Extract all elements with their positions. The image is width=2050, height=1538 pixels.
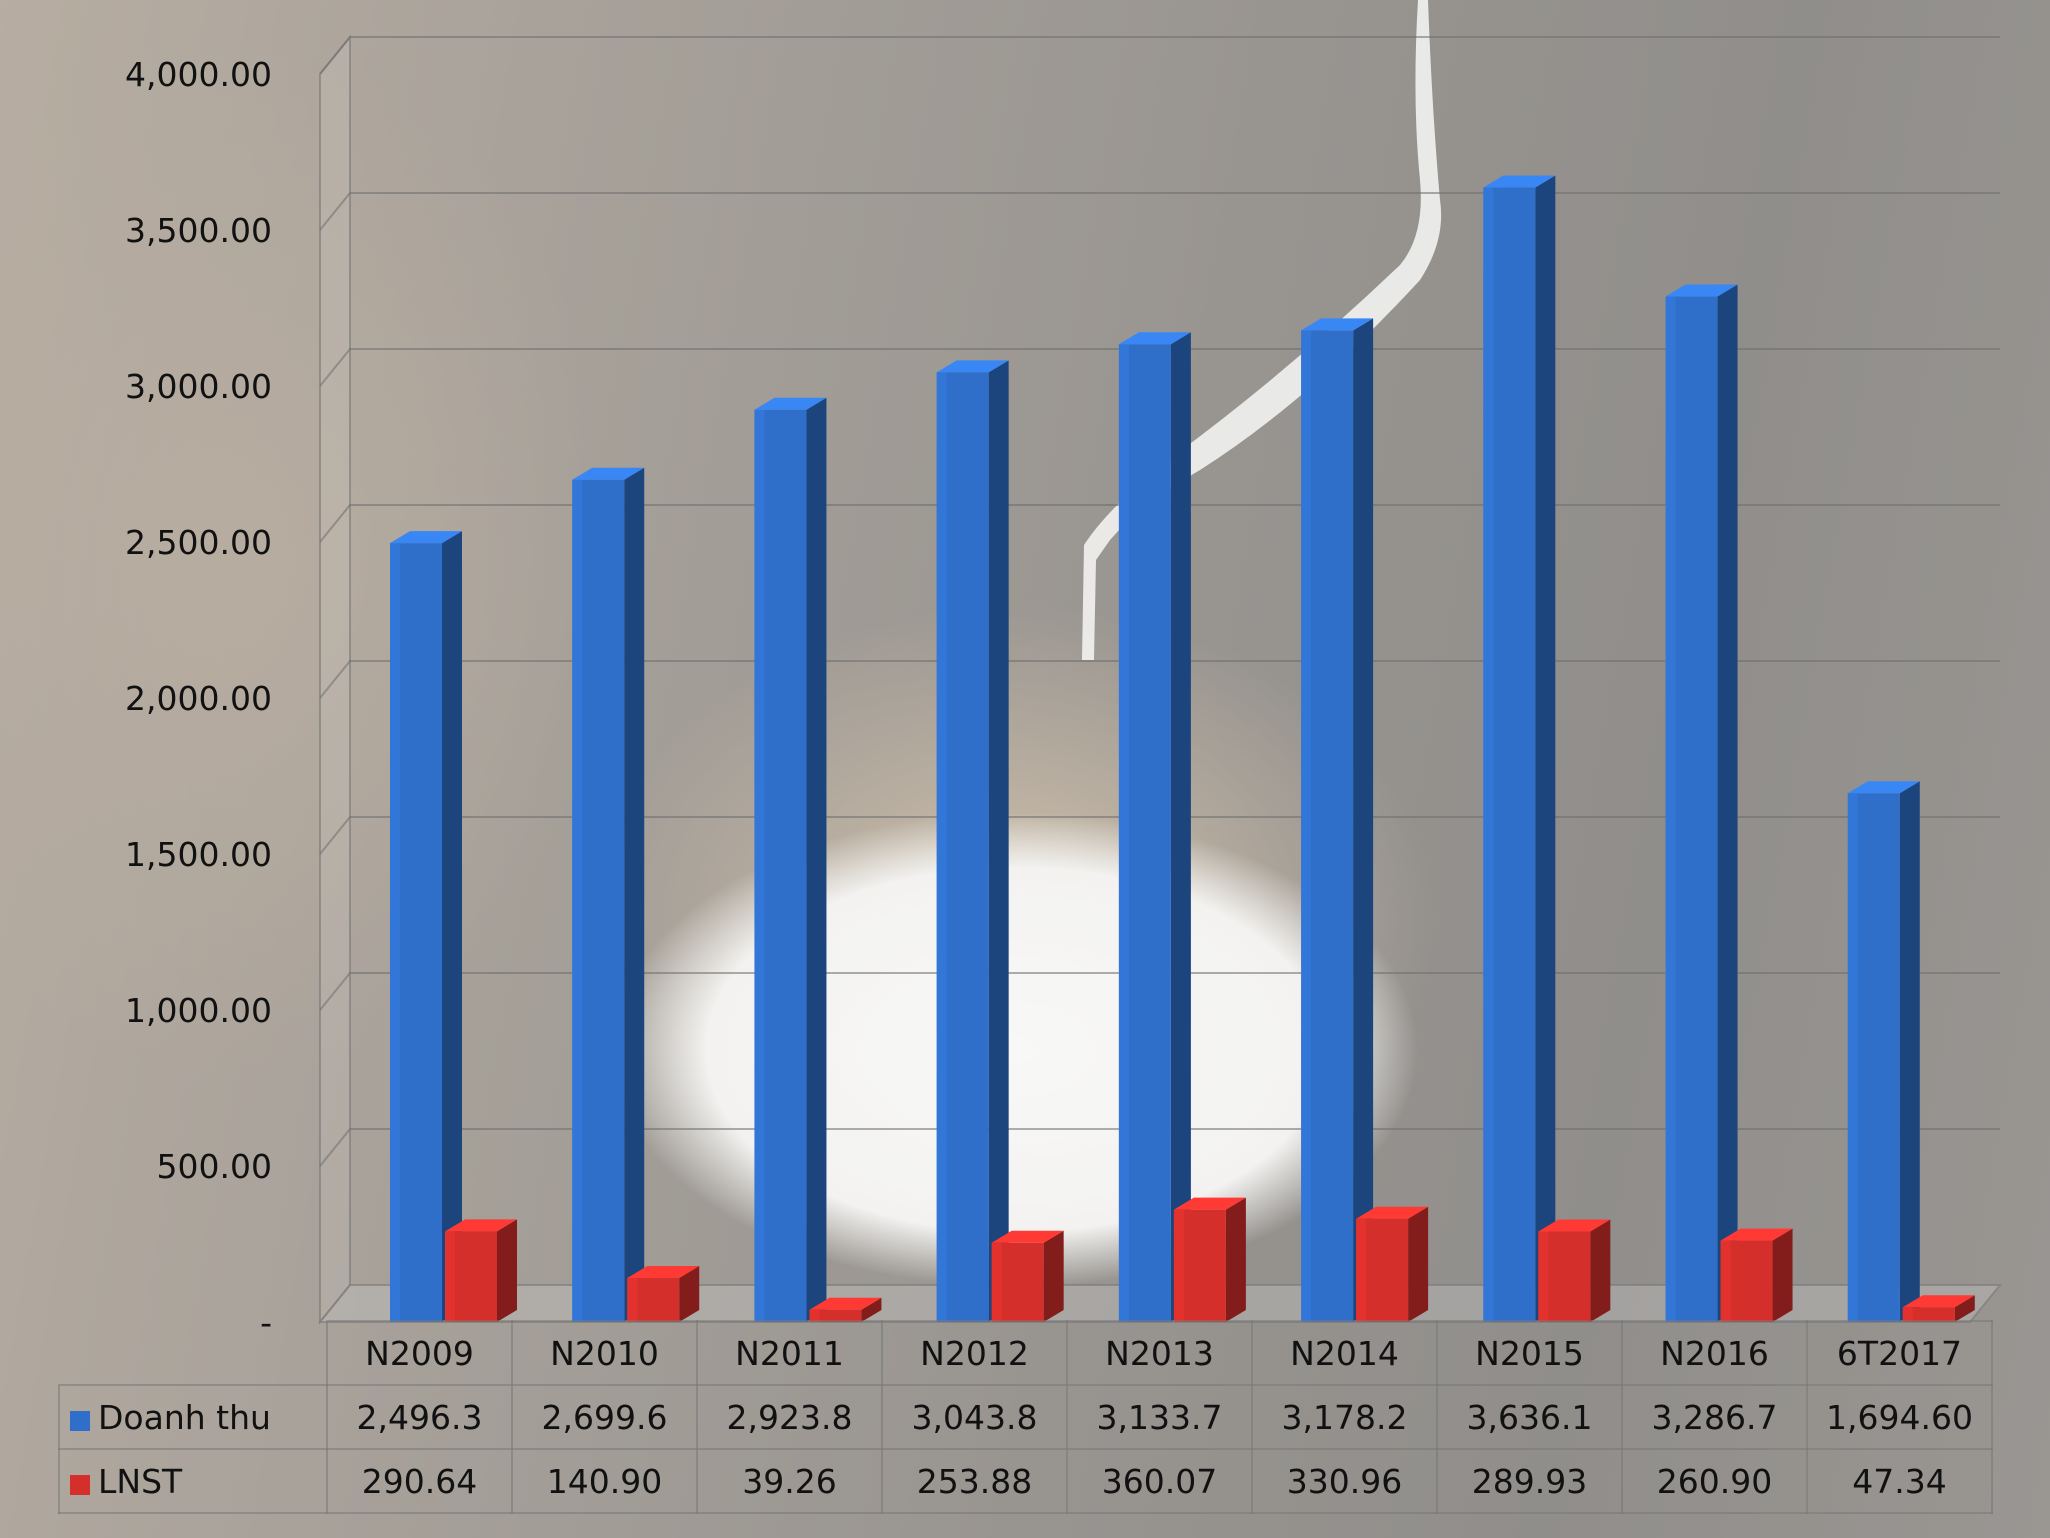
bar-doanh-thu [390, 531, 462, 1322]
category-row: N2009 N2010 N2011 N2012 N2013 N2014 N201… [59, 1320, 1993, 1386]
y-tick-label: 2,500.00 [125, 523, 272, 562]
legend-swatch [70, 1474, 90, 1495]
data-cell: 330.96 [1251, 1448, 1438, 1514]
data-cell: 3,636.1 [1436, 1384, 1623, 1450]
gridline [319, 36, 2000, 75]
bar-lnst [1173, 1197, 1246, 1322]
bar-doanh-thu [754, 397, 827, 1322]
data-cell: 260.90 [1621, 1448, 1808, 1514]
y-tick-label: 3,000.00 [125, 367, 272, 406]
data-cell: 2,923.8 [696, 1384, 883, 1450]
data-cell: 3,133.7 [1066, 1384, 1253, 1450]
bar-lnst [809, 1297, 882, 1322]
data-cell: 289.93 [1436, 1448, 1623, 1514]
data-cell: 253.88 [881, 1448, 1068, 1514]
series-name: Doanh thu [98, 1397, 271, 1437]
table-corner [59, 1321, 328, 1386]
data-cell: 3,043.8 [881, 1384, 1068, 1450]
bar-lnst [1538, 1219, 1611, 1322]
category-label: N2014 [1251, 1320, 1438, 1386]
data-cell: 360.07 [1066, 1448, 1253, 1514]
category-label: N2009 [326, 1320, 513, 1386]
category-label: N2013 [1066, 1320, 1253, 1386]
bar-doanh-thu [1483, 175, 1556, 1322]
data-cell: 290.64 [326, 1448, 513, 1514]
bar-doanh-thu [1118, 332, 1191, 1322]
legend-entry-doanh-thu: Doanh thu [58, 1384, 328, 1450]
bar-doanh-thu [572, 467, 645, 1322]
gridline [319, 504, 2000, 543]
bar-lnst [1902, 1295, 1975, 1322]
series-row-lnst: LNST 290.64 140.90 39.26 253.88 360.07 3… [58, 1448, 1993, 1514]
gridline [319, 660, 2000, 699]
data-table: N2009 N2010 N2011 N2012 N2013 N2014 N201… [58, 1320, 1993, 1514]
category-label: N2011 [696, 1320, 883, 1386]
bar-doanh-thu [1847, 781, 1920, 1322]
category-label: N2012 [881, 1320, 1068, 1386]
y-tick-label: 1,000.00 [125, 991, 272, 1030]
category-label: N2015 [1436, 1320, 1623, 1386]
data-cell: 3,178.2 [1251, 1384, 1438, 1450]
data-cell: 2,496.3 [326, 1384, 513, 1450]
y-tick-label: 2,000.00 [125, 679, 272, 718]
data-cell: 3,286.7 [1621, 1384, 1808, 1450]
bar-lnst [627, 1266, 700, 1322]
data-cell: 39.26 [696, 1448, 883, 1514]
data-cell: 2,699.6 [511, 1384, 698, 1450]
data-cell: 1,694.60 [1806, 1384, 1993, 1450]
series-row-doanh-thu: Doanh thu 2,496.3 2,699.6 2,923.8 3,043.… [58, 1384, 1993, 1450]
gridlines [319, 36, 2000, 1167]
bar-lnst [1356, 1206, 1429, 1322]
y-tick-label: 500.00 [157, 1147, 272, 1186]
y-tick-label: 4,000.00 [125, 55, 272, 94]
bar-doanh-thu [936, 360, 1009, 1322]
y-axis-tick-labels: -500.001,000.001,500.002,000.002,500.003… [125, 55, 272, 1342]
data-cell: 47.34 [1806, 1448, 1993, 1514]
category-label: 6T2017 [1806, 1320, 1993, 1386]
series-name: LNST [98, 1461, 183, 1501]
bars [390, 175, 1975, 1323]
y-tick-label: 1,500.00 [125, 835, 272, 874]
legend-entry-lnst: LNST [58, 1448, 328, 1514]
category-label: N2010 [511, 1320, 698, 1386]
gridline [319, 348, 2000, 387]
data-cell: 140.90 [511, 1448, 698, 1514]
gridline [319, 192, 2000, 231]
y-tick-label: 3,500.00 [125, 211, 272, 250]
gridline [319, 1128, 2000, 1167]
bar-lnst [991, 1230, 1064, 1322]
gridline [319, 816, 2000, 855]
bar-doanh-thu [1665, 284, 1738, 1323]
legend-swatch [70, 1410, 90, 1431]
category-label: N2016 [1621, 1320, 1808, 1386]
bar-lnst [1720, 1228, 1793, 1322]
gridline [319, 972, 2000, 1011]
bar-lnst [445, 1219, 517, 1322]
bar-doanh-thu [1301, 318, 1374, 1322]
